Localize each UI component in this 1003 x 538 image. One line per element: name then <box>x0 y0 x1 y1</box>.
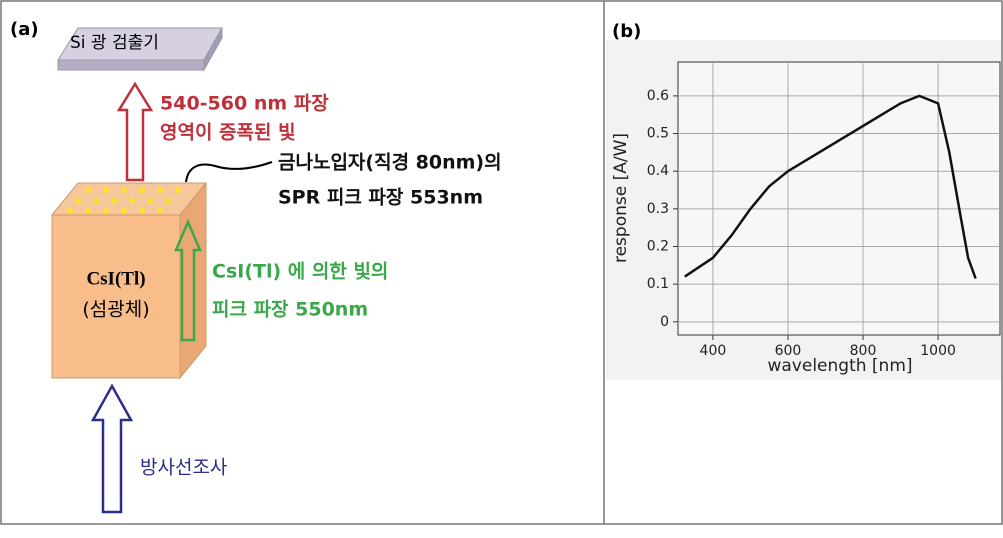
y-tick-label: 0.1 <box>647 276 669 292</box>
detector-front <box>58 60 204 70</box>
y-tick-label: 0.3 <box>647 201 669 217</box>
scintillator-label: CsI(Tl) <box>86 268 145 289</box>
y-tick-label: 0.6 <box>647 88 669 104</box>
figure: (a) Si 광 검출기 540-560 nm 파장 영역이 증폭된 빛 금나노… <box>0 0 1003 534</box>
cube-front <box>52 215 180 378</box>
y-tick-label: 0 <box>660 314 669 330</box>
chart-title: (b) <box>612 21 641 42</box>
x-tick-label: 600 <box>775 343 802 359</box>
radiation-label: 방사선조사 <box>140 457 227 479</box>
detector-label: Si 광 검출기 <box>70 33 159 53</box>
x-tick-label: 1000 <box>920 343 956 359</box>
nanoparticle-label: 금나노입자(직경 80nm)의 <box>278 152 502 174</box>
x-tick-label: 400 <box>700 343 727 359</box>
amplified-light-label: 영역이 증폭된 빛 <box>160 122 296 144</box>
cube-top <box>52 183 206 215</box>
scintillator-light-label: CsI(Tl) 에 의한 빛의 <box>212 261 388 283</box>
y-axis-label: response [A/W] <box>611 133 631 263</box>
amplified-light-label: 540-560 nm 파장 <box>160 93 329 115</box>
plot-area <box>678 62 1000 335</box>
x-tick-label: 800 <box>850 343 877 359</box>
x-axis-label: wavelength [nm] <box>767 356 912 376</box>
nanoparticle-label: SPR 피크 파장 553nm <box>278 187 483 209</box>
y-tick-label: 0.5 <box>647 126 669 142</box>
y-tick-label: 0.2 <box>647 239 669 255</box>
panel-label: (a) <box>10 19 39 40</box>
y-tick-label: 0.4 <box>647 163 669 179</box>
scintillator-label: (섬광체) <box>82 299 149 321</box>
scintillator-light-label: 피크 파장 550nm <box>212 299 368 321</box>
